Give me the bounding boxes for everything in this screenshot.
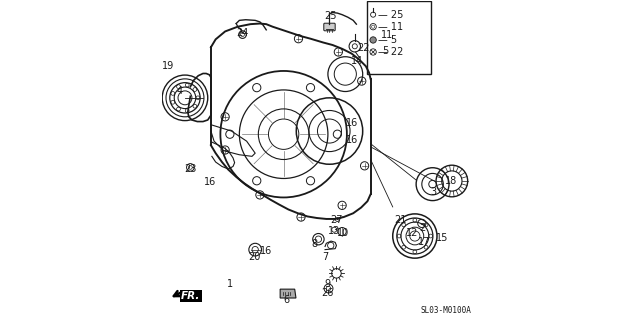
Text: 3: 3 bbox=[431, 187, 437, 197]
Text: — 11: — 11 bbox=[378, 22, 403, 32]
Text: FR.: FR. bbox=[181, 291, 200, 301]
Text: 25: 25 bbox=[324, 11, 337, 21]
Text: 4: 4 bbox=[176, 85, 182, 96]
FancyBboxPatch shape bbox=[324, 23, 335, 31]
Text: 2: 2 bbox=[419, 223, 425, 233]
Text: 16: 16 bbox=[346, 117, 358, 128]
Text: 16: 16 bbox=[204, 177, 216, 187]
Text: — 22: — 22 bbox=[378, 47, 404, 57]
Text: SL03-M0100A: SL03-M0100A bbox=[420, 306, 471, 315]
Text: 1: 1 bbox=[227, 279, 233, 289]
Text: 8: 8 bbox=[311, 239, 317, 249]
Text: 19: 19 bbox=[161, 61, 173, 71]
Text: 20: 20 bbox=[248, 252, 260, 262]
Polygon shape bbox=[280, 289, 296, 298]
Bar bbox=[367, 1, 431, 74]
Text: 10: 10 bbox=[337, 228, 349, 238]
Text: 12: 12 bbox=[406, 228, 418, 238]
Text: 17: 17 bbox=[418, 237, 431, 247]
Text: 9: 9 bbox=[325, 279, 331, 289]
Text: 21: 21 bbox=[394, 215, 406, 225]
Text: 16: 16 bbox=[346, 135, 358, 145]
Circle shape bbox=[370, 37, 376, 43]
Text: 22: 22 bbox=[357, 43, 370, 53]
Text: 13: 13 bbox=[328, 226, 340, 236]
Text: 6: 6 bbox=[283, 295, 289, 305]
Text: 15: 15 bbox=[436, 233, 449, 243]
Text: 14: 14 bbox=[351, 56, 364, 66]
Text: 16: 16 bbox=[259, 246, 272, 256]
Text: 18: 18 bbox=[445, 176, 458, 186]
Text: — 5: — 5 bbox=[378, 35, 397, 45]
Text: 26: 26 bbox=[322, 288, 334, 298]
Text: — 25: — 25 bbox=[378, 10, 404, 20]
Text: 7: 7 bbox=[323, 252, 328, 262]
Text: 5: 5 bbox=[383, 46, 389, 56]
Text: 24: 24 bbox=[236, 28, 249, 38]
Text: 23: 23 bbox=[184, 164, 196, 174]
Text: 27: 27 bbox=[330, 215, 343, 225]
Text: 11: 11 bbox=[381, 30, 393, 40]
